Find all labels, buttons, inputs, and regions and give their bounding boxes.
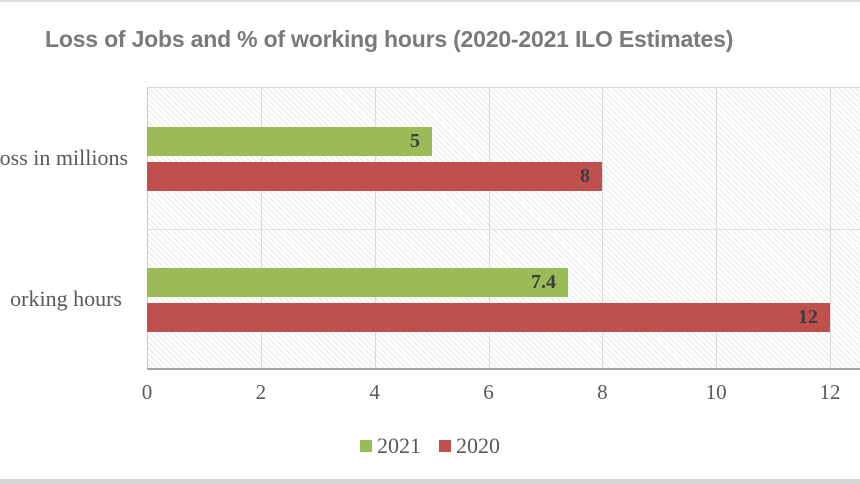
plot-area: 5 8 7.4 12 <box>147 87 860 370</box>
bar-2020: 8 <box>147 162 602 191</box>
gridline-category-separator <box>147 229 860 230</box>
x-tick-label-6: 6 <box>483 380 494 404</box>
legend: 2021 2020 <box>0 433 860 459</box>
bottom-border-strip <box>0 479 860 484</box>
x-tick-label-2: 2 <box>255 380 267 404</box>
bar-2021: 5 <box>147 127 432 156</box>
bar-2020: 12 <box>147 303 830 332</box>
legend-swatch-icon <box>439 440 451 452</box>
x-tick-label-8: 8 <box>597 380 608 404</box>
legend-item-2020: 2020 <box>439 433 500 459</box>
legend-item-2021: 2021 <box>360 433 421 459</box>
legend-label: 2021 <box>377 433 421 458</box>
category-label: oss in millions <box>0 144 128 170</box>
x-axis-line <box>147 368 860 370</box>
chart-title: Loss of Jobs and % of working hours (202… <box>45 26 734 52</box>
top-border-strip <box>0 0 860 2</box>
x-tick-label-12: 12 <box>819 380 841 404</box>
bar-2021: 7.4 <box>147 268 568 297</box>
x-tick-label-4: 4 <box>369 380 380 404</box>
category-label: orking hours <box>10 285 122 311</box>
x-tick-label-0: 0 <box>141 380 153 404</box>
legend-swatch-icon <box>360 440 372 452</box>
x-tick-label-10: 10 <box>705 380 727 404</box>
legend-label: 2020 <box>456 433 500 458</box>
